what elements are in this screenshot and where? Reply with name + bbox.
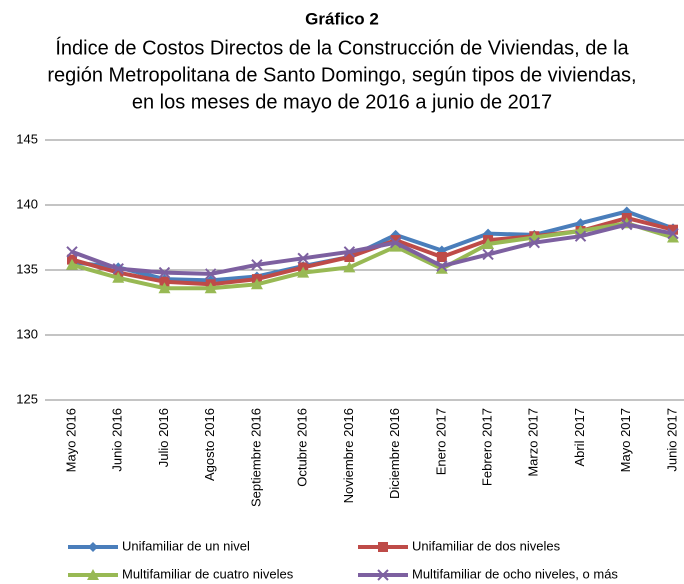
marker <box>436 260 448 272</box>
x-tick-label: Marzo 2017 <box>526 408 541 477</box>
marker <box>159 276 170 287</box>
legend-label: Multifamiliar de cuatro niveles <box>122 566 294 581</box>
marker <box>436 252 447 262</box>
y-tick-label: 135 <box>16 261 38 276</box>
marker <box>297 252 309 265</box>
marker <box>250 278 263 290</box>
x-tick-label: Diciembre 2016 <box>387 408 402 499</box>
marker <box>112 271 125 283</box>
marker <box>575 218 586 229</box>
legend-label: Multifamiliar de ocho niveles, o más <box>412 566 618 581</box>
marker <box>343 261 356 273</box>
y-tick-label: 130 <box>16 326 38 341</box>
marker <box>112 262 124 275</box>
marker <box>435 262 448 274</box>
chart-title: Gráfico 2 <box>305 9 379 28</box>
x-tick-label: Febrero 2017 <box>480 408 495 486</box>
x-tick-label: Agosto 2016 <box>202 408 217 481</box>
marker <box>668 224 678 235</box>
marker <box>66 246 78 258</box>
marker <box>251 259 263 271</box>
x-tick-label: Enero 2017 <box>433 408 448 475</box>
x-tick-label: Junio 2016 <box>110 408 125 472</box>
marker <box>389 240 402 252</box>
series-line <box>71 222 674 276</box>
legend-label: Unifamiliar de un nivel <box>122 538 250 553</box>
x-tick-label: Octubre 2016 <box>295 408 310 487</box>
marker <box>667 231 679 243</box>
x-tick-label: Abril 2017 <box>572 408 587 467</box>
series-line <box>71 221 674 291</box>
marker <box>297 266 310 278</box>
marker <box>344 252 355 262</box>
y-tick-label: 140 <box>16 196 38 211</box>
marker <box>158 266 171 279</box>
chart-subtitle: en los meses de mayo de 2016 a junio de … <box>132 91 552 113</box>
x-tick-label: Mayo 2016 <box>63 408 78 472</box>
x-tick-label: Mayo 2017 <box>618 408 633 472</box>
marker <box>343 246 356 258</box>
marker <box>377 569 389 581</box>
marker <box>574 230 587 242</box>
y-tick-label: 145 <box>16 131 38 146</box>
y-tick-label: 125 <box>16 391 38 406</box>
marker <box>389 236 402 249</box>
x-tick-label: Junio 2017 <box>664 408 679 472</box>
x-tick-label: Noviembre 2016 <box>341 408 356 503</box>
marker <box>621 218 633 231</box>
chart-subtitle: región Metropolitana de Santo Domingo, s… <box>47 64 636 86</box>
legend-label: Unifamiliar de dos niveles <box>412 538 561 553</box>
marker <box>528 236 541 249</box>
marker <box>88 542 98 552</box>
marker <box>204 268 217 280</box>
x-tick-label: Septiembre 2016 <box>248 408 263 507</box>
chart-subtitle: Índice de Costos Directos de la Construc… <box>55 36 629 59</box>
marker <box>482 248 494 261</box>
marker <box>66 258 78 270</box>
marker <box>667 227 679 240</box>
x-tick-label: Julio 2016 <box>156 408 171 467</box>
marker <box>378 542 388 552</box>
marker <box>158 282 171 294</box>
marker <box>87 569 99 580</box>
marker <box>390 235 401 246</box>
marker <box>204 282 217 294</box>
marker <box>482 238 495 249</box>
